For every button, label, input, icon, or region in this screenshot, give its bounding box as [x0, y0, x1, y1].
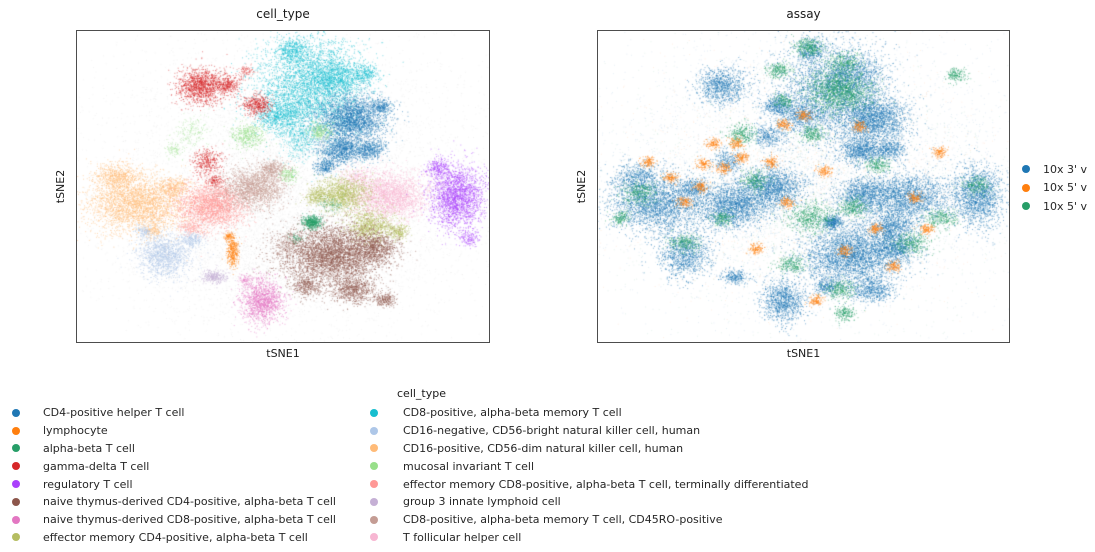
legend-item: gamma-delta T cell [0, 457, 336, 475]
legend-item-label: 10x 3' v [1043, 162, 1088, 176]
legend-item-label: T follicular helper cell [403, 530, 522, 544]
legend-item: CD8-positive, alpha-beta memory T cell, … [365, 511, 808, 529]
legend-item: 10x 5' v [1012, 197, 1087, 216]
legend-item: lymphocyte [0, 422, 336, 440]
legend-item-label: lymphocyte [43, 424, 108, 438]
legend-item: alpha-beta T cell [0, 440, 336, 458]
legend-item: CD16-negative, CD56-bright natural kille… [365, 422, 808, 440]
legend-marker-dot [12, 426, 20, 435]
panel-title-cell-type: cell_type [256, 7, 310, 21]
legend-marker-dot [12, 497, 20, 506]
legend-marker-dot [12, 480, 20, 489]
legend-item: CD16-positive, CD56-dim natural killer c… [365, 440, 808, 458]
legend-marker-dot [370, 533, 378, 542]
legend-marker-dot [370, 426, 378, 435]
legend-item-label: 10x 5' v [1043, 181, 1088, 195]
legend-item-label: group 3 innate lymphoid cell [403, 495, 561, 509]
legend-item-label: CD16-negative, CD56-bright natural kille… [403, 424, 701, 438]
legend-item-label: CD16-positive, CD56-dim natural killer c… [403, 441, 684, 455]
tsne-canvas-1 [598, 31, 1009, 342]
legend-item: 10x 5' v [1012, 179, 1087, 198]
tsne-canvas-0 [77, 31, 489, 342]
x-axis-label-assay: tSNE1 [786, 347, 821, 360]
legend-item-label: naive thymus-derived CD8-positive, alpha… [43, 513, 336, 527]
legend-marker-dot [12, 408, 20, 417]
legend-item-label: naive thymus-derived CD4-positive, alpha… [43, 495, 336, 509]
legend-item: T follicular helper cell [365, 529, 808, 547]
legend-item-label: effector memory CD4-positive, alpha-beta… [43, 530, 308, 544]
legend-item: CD8-positive, alpha-beta memory T cell [365, 404, 808, 422]
panel-title-assay: assay [786, 7, 821, 21]
legend-item: group 3 innate lymphoid cell [365, 493, 808, 511]
legend-marker-dot [370, 497, 378, 506]
legend-item: effector memory CD4-positive, alpha-beta… [0, 529, 336, 547]
legend-item-label: gamma-delta T cell [43, 459, 150, 473]
legend-item-label: CD8-positive, alpha-beta memory T cell [403, 406, 622, 420]
cell-type-legend-column-1: CD4-positive helper T cell lymphocyte al… [0, 404, 336, 546]
legend-item-label: CD4-positive helper T cell [43, 406, 185, 420]
legend-item: mucosal invariant T cell [365, 457, 808, 475]
legend-marker-dot [370, 515, 378, 524]
plot-area-cell-type [76, 30, 490, 343]
legend-item-label: regulatory T cell [43, 477, 133, 491]
legend-item-label: 10x 5' v [1043, 199, 1088, 213]
legend-marker-dot [370, 462, 378, 471]
cell-type-legend-column-2: CD8-positive, alpha-beta memory T cell C… [365, 404, 808, 546]
x-axis-label-cell-type: tSNE1 [266, 347, 300, 360]
legend-item: regulatory T cell [0, 475, 336, 493]
legend-marker-dot [12, 533, 20, 542]
legend-marker-dot [1022, 165, 1030, 174]
legend-marker-dot [370, 480, 378, 489]
legend-item-label: mucosal invariant T cell [403, 459, 535, 473]
legend-item: 10x 3' v [1012, 160, 1087, 179]
legend-marker-dot [370, 408, 378, 417]
y-axis-label-assay: tSNE2 [575, 169, 588, 204]
legend-marker-dot [1022, 202, 1030, 211]
cell-type-legend-title: cell_type [397, 387, 447, 400]
legend-item-label: effector memory CD8-positive, alpha-beta… [403, 477, 809, 491]
y-axis-label-cell-type: tSNE2 [54, 169, 67, 204]
legend-marker-dot [12, 462, 20, 471]
legend-item: effector memory CD8-positive, alpha-beta… [365, 475, 808, 493]
legend-marker-dot [1022, 183, 1030, 192]
legend-item-label: alpha-beta T cell [43, 441, 135, 455]
legend-item: naive thymus-derived CD8-positive, alpha… [0, 511, 336, 529]
legend-marker-dot [370, 444, 378, 453]
legend-marker-dot [12, 515, 20, 524]
legend-item: naive thymus-derived CD4-positive, alpha… [0, 493, 336, 511]
assay-legend: 10x 3' v 10x 5' v 10x 5' v [1012, 160, 1087, 216]
plot-area-assay [597, 30, 1010, 343]
legend-item-label: CD8-positive, alpha-beta memory T cell, … [403, 513, 723, 527]
legend-item: CD4-positive helper T cell [0, 404, 336, 422]
legend-marker-dot [12, 444, 20, 453]
